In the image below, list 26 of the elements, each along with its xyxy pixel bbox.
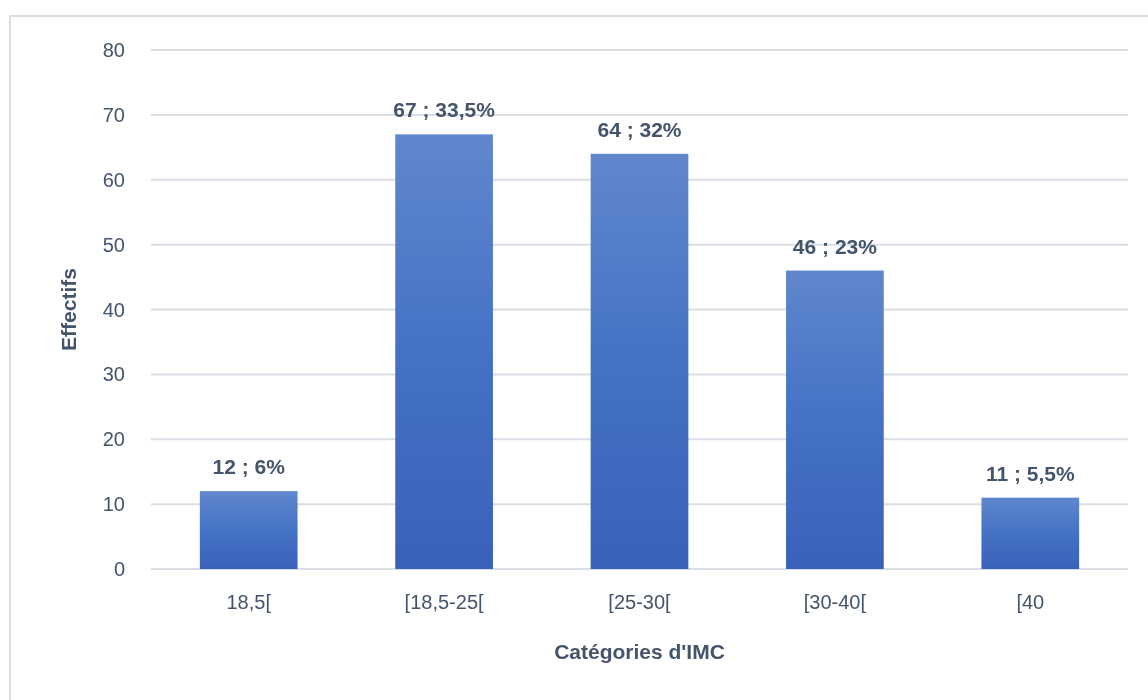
data-label: 64 ; 32% xyxy=(597,117,682,141)
x-tick-label: [18,5-25[ xyxy=(404,591,485,613)
bar xyxy=(395,134,493,569)
y-tick-label: 30 xyxy=(102,363,125,386)
y-tick-label: 10 xyxy=(102,493,125,516)
y-tick-label: 20 xyxy=(102,428,125,451)
y-tick-label: 40 xyxy=(102,298,125,321)
x-tick-label: 18,5[ xyxy=(226,591,272,613)
data-label: 12 ; 6% xyxy=(212,455,286,479)
data-label: 46 ; 23% xyxy=(792,234,878,258)
y-tick-label: 50 xyxy=(102,233,125,256)
y-tick-label: 0 xyxy=(113,558,125,580)
bar xyxy=(590,153,689,569)
data-label: 11 ; 5,5% xyxy=(985,461,1075,485)
x-tick-label: [40 xyxy=(1016,591,1045,613)
bar xyxy=(199,491,298,569)
bar xyxy=(981,497,1080,569)
data-label: 67 ; 33,5% xyxy=(393,98,496,122)
y-tick-label: 80 xyxy=(102,39,125,61)
x-axis-title: Catégories d'IMC xyxy=(554,640,725,663)
bar xyxy=(786,270,884,569)
y-tick-label: 70 xyxy=(102,103,125,126)
y-tick-label: 60 xyxy=(102,168,125,191)
y-axis-title: Effectifs xyxy=(57,268,80,351)
x-tick-label: [25-30[ xyxy=(608,591,672,613)
x-tick-label: [30-40[ xyxy=(803,591,867,613)
